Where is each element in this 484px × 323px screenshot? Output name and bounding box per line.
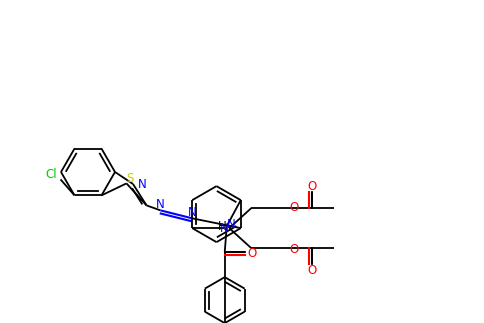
- Text: N: N: [188, 206, 197, 219]
- Text: N: N: [137, 179, 146, 192]
- Text: O: O: [289, 201, 299, 214]
- Text: Cl: Cl: [45, 168, 57, 181]
- Text: N: N: [156, 198, 165, 211]
- Text: O: O: [289, 243, 299, 255]
- Text: H: H: [218, 220, 227, 233]
- Text: O: O: [308, 180, 317, 193]
- Text: N: N: [220, 222, 228, 234]
- Text: O: O: [247, 247, 257, 260]
- Text: O: O: [308, 264, 317, 276]
- Text: S: S: [126, 172, 133, 185]
- Text: N: N: [227, 218, 236, 231]
